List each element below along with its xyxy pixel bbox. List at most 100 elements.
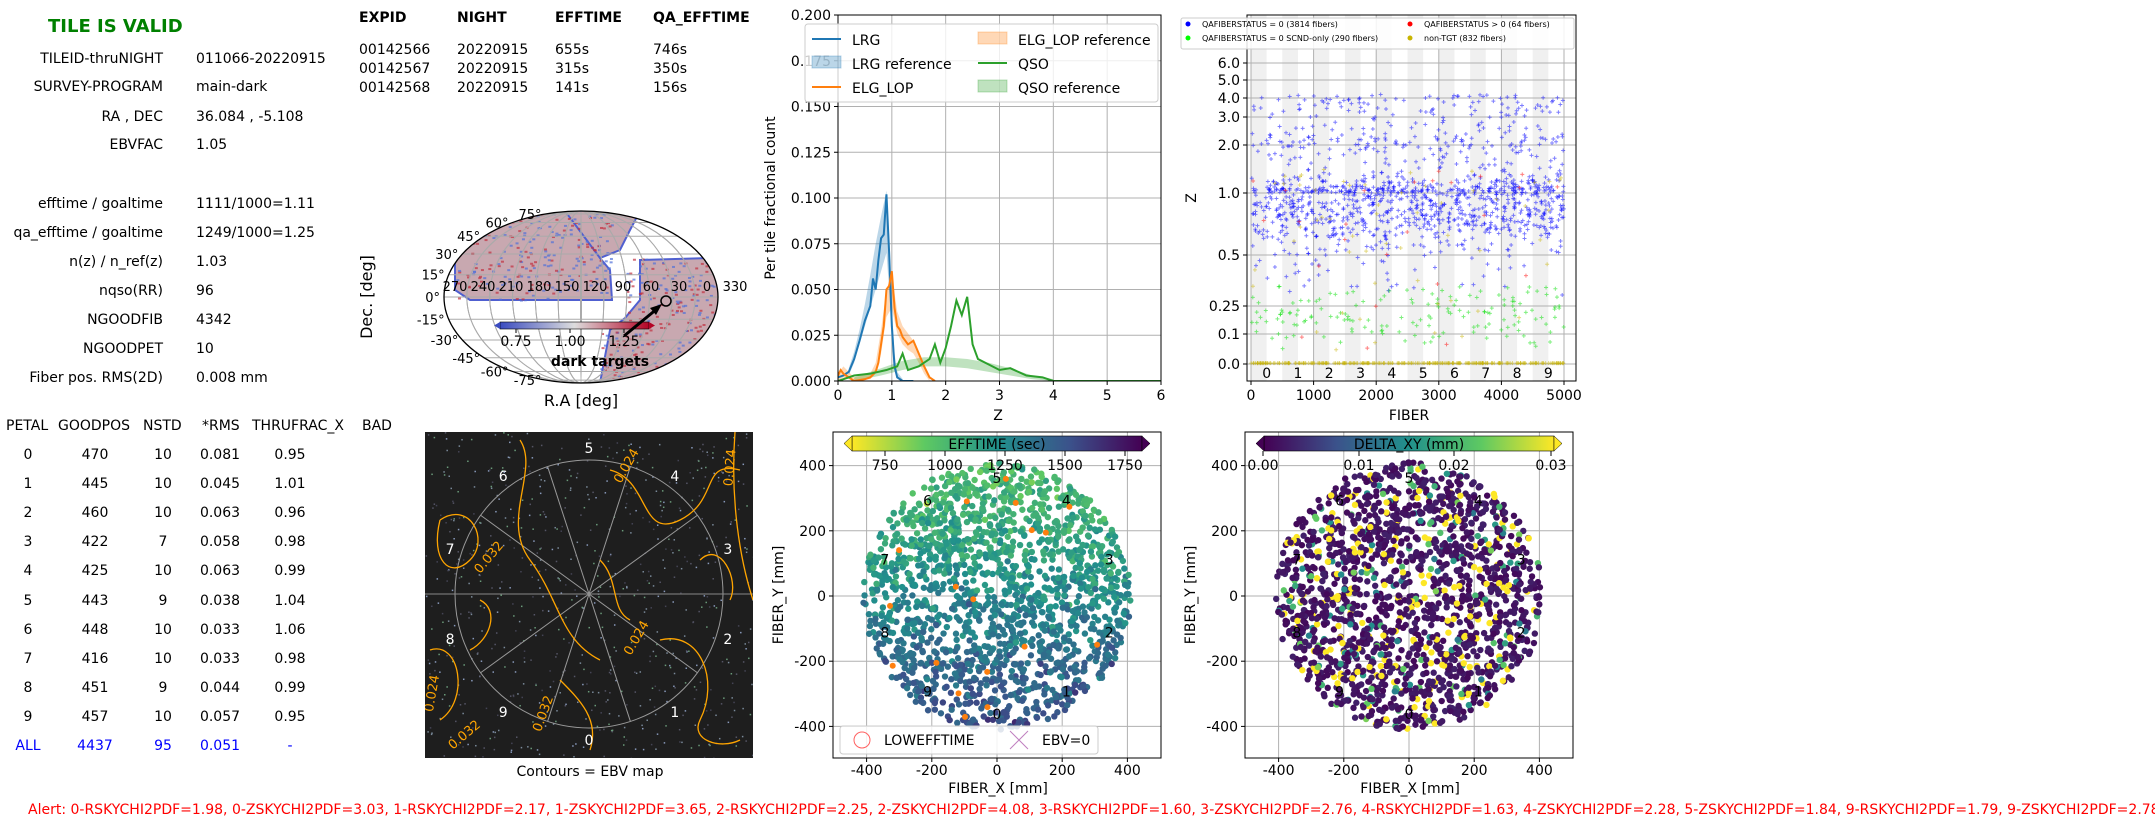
fiber-point xyxy=(926,556,933,563)
fiber-point xyxy=(1091,526,1099,533)
target-density-pixel xyxy=(679,262,683,265)
star-pixel xyxy=(628,444,630,447)
star-pixel xyxy=(629,513,631,515)
fiber-point xyxy=(1270,220,1275,225)
star-pixel xyxy=(467,460,469,463)
fiber-point xyxy=(1268,133,1273,138)
fiber-point xyxy=(1294,323,1299,328)
star-pixel xyxy=(431,605,433,608)
star-pixel xyxy=(453,519,455,522)
fiber-point xyxy=(1513,95,1518,100)
target-density-pixel xyxy=(692,293,696,296)
fiber-point xyxy=(1083,614,1091,621)
target-density-pixel xyxy=(521,266,525,269)
dec-tick-label: 45° xyxy=(457,230,480,245)
fiber-point xyxy=(1554,225,1559,230)
fiber-point xyxy=(1107,570,1114,577)
fiber-point xyxy=(1430,291,1435,296)
legend-marker xyxy=(1407,35,1413,41)
target-density-pixel xyxy=(527,290,531,293)
fiber-point xyxy=(1432,214,1437,219)
star-pixel xyxy=(535,634,537,637)
fiber-point xyxy=(1539,315,1544,320)
star-pixel xyxy=(480,660,483,662)
star-pixel xyxy=(506,525,509,528)
fiber-point xyxy=(1352,190,1357,195)
fiber-point xyxy=(1410,320,1415,325)
star-pixel xyxy=(468,611,470,613)
fiber-point xyxy=(1345,317,1350,322)
fiber-point xyxy=(1550,361,1555,366)
dec-tick-label: -45° xyxy=(452,352,480,367)
fiber-point xyxy=(1256,300,1261,305)
fiber-point xyxy=(1342,197,1347,202)
fiber-point xyxy=(1378,297,1383,302)
fiber-point xyxy=(1469,112,1474,117)
fiber-point xyxy=(1258,200,1263,205)
fiber-point xyxy=(1482,309,1487,314)
star-pixel xyxy=(626,585,628,588)
fiber-point xyxy=(1027,652,1035,659)
fiber-point xyxy=(1423,109,1428,114)
petal-label: 1 xyxy=(670,705,679,721)
fiber-point xyxy=(1261,208,1266,213)
fiber-point xyxy=(1490,143,1495,148)
target-density-pixel xyxy=(711,268,715,271)
fiber-point xyxy=(1506,201,1511,206)
fiber-point xyxy=(941,612,948,620)
fiber-point xyxy=(942,551,949,559)
target-density-pixel xyxy=(609,364,613,367)
fiber-point xyxy=(991,687,999,694)
fiber-point xyxy=(1499,227,1504,232)
star-pixel xyxy=(710,709,712,711)
fiber-point xyxy=(1271,361,1276,366)
star-pixel xyxy=(672,652,674,655)
star-pixel xyxy=(515,736,518,738)
fiber-point xyxy=(1291,192,1296,197)
fiber-point xyxy=(1429,207,1434,212)
target-density-pixel xyxy=(640,292,644,295)
fiber-point xyxy=(1535,188,1540,193)
star-pixel xyxy=(658,443,661,446)
star-pixel xyxy=(712,452,714,454)
fiber-point xyxy=(1393,233,1398,238)
fiber-point xyxy=(1438,249,1443,254)
fiber-point xyxy=(1476,123,1481,128)
fiber-point xyxy=(1049,556,1056,563)
target-density-pixel xyxy=(640,273,644,276)
fiber-point xyxy=(1317,186,1322,191)
fiber-point xyxy=(964,660,972,668)
fiber-point xyxy=(1346,97,1351,102)
fiber-point xyxy=(1513,234,1518,239)
fiber-point xyxy=(1115,568,1122,576)
target-density-pixel xyxy=(515,297,519,300)
star-pixel xyxy=(564,497,567,499)
fiber-point xyxy=(942,649,950,656)
star-pixel xyxy=(439,717,441,720)
target-density-pixel xyxy=(492,237,496,240)
star-pixel xyxy=(600,612,602,615)
target-density-pixel xyxy=(520,275,524,278)
fiber-point xyxy=(1309,207,1314,212)
fiber-point xyxy=(1493,224,1498,229)
target-density-pixel xyxy=(519,250,523,253)
star-pixel xyxy=(652,585,655,587)
fiber-point xyxy=(1250,211,1255,216)
star-pixel xyxy=(504,666,506,668)
fiber-point xyxy=(1560,162,1565,167)
y-axis-label: Per tile fractional count xyxy=(763,116,779,280)
fiber-point xyxy=(1348,187,1353,192)
target-density-pixel xyxy=(529,252,533,255)
fiber-point xyxy=(1526,219,1531,224)
star-pixel xyxy=(585,718,587,720)
star-pixel xyxy=(649,699,651,701)
star-pixel xyxy=(481,630,483,632)
fiber-point xyxy=(1314,299,1319,304)
star-pixel xyxy=(436,578,439,580)
star-pixel xyxy=(688,527,691,529)
star-pixel xyxy=(601,626,604,629)
fiber-point xyxy=(1511,178,1516,183)
fiber-point xyxy=(908,511,916,519)
star-pixel xyxy=(600,712,602,714)
fiber-point xyxy=(1533,106,1538,111)
